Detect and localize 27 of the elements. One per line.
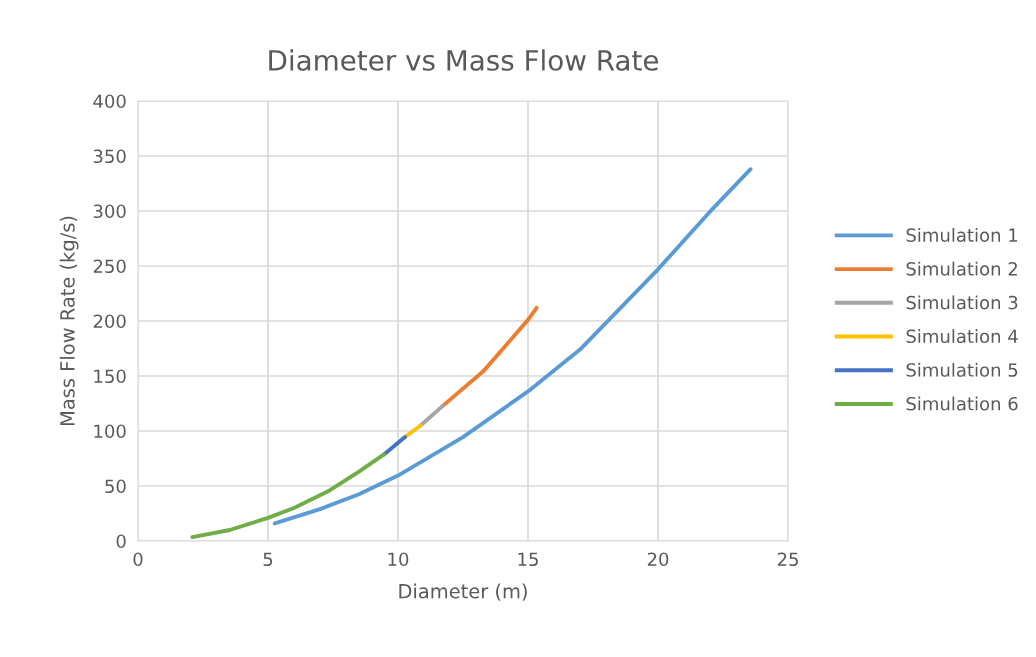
x-tick-label: 20: [647, 552, 669, 567]
line-series: [440, 305, 539, 409]
line-series: [190, 452, 386, 540]
legend-label: Simulation 3: [906, 295, 1018, 310]
x-tick-label: 5: [263, 552, 273, 567]
y-tick-label: 150: [94, 369, 126, 384]
y-tick-label: 400: [93, 94, 126, 109]
x-tick-label: 0: [133, 552, 143, 567]
legend-label: Simulation 5: [906, 362, 1018, 377]
legend-label: Simulation 6: [906, 396, 1018, 411]
y-tick-label: 50: [105, 479, 126, 494]
x-tick-label: 15: [518, 552, 538, 567]
legend-label: Simulation 4: [906, 329, 1018, 344]
y-axis-title: Mass Flow Rate (kg/s): [59, 216, 79, 426]
y-tick-label: 300: [93, 204, 126, 219]
legend-label: Simulation 2: [906, 261, 1017, 276]
x-tick-label: 25: [777, 552, 798, 567]
legend-label: Simulation 1: [906, 227, 1018, 242]
x-tick-label: 10: [388, 552, 409, 567]
line-series: [272, 167, 753, 526]
y-tick-label: 250: [93, 259, 126, 274]
chart-title: Diameter vs Mass Flow Rate: [269, 49, 658, 71]
y-tick-label: 350: [93, 149, 126, 164]
y-tick-label: 200: [93, 314, 126, 329]
x-axis-title: Diameter (m): [399, 583, 527, 601]
y-tick-label: 100: [94, 424, 126, 439]
y-tick-label: 0: [116, 534, 126, 549]
